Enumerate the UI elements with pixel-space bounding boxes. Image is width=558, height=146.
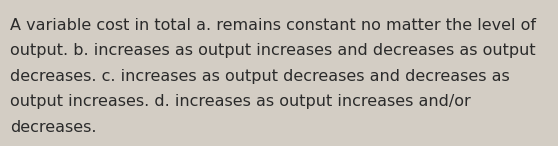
Text: output increases. d. increases as output increases and/or: output increases. d. increases as output…: [10, 94, 471, 109]
Text: decreases. c. increases as output decreases and decreases as: decreases. c. increases as output decrea…: [10, 69, 510, 84]
Text: A variable cost in total a. remains constant no matter the level of: A variable cost in total a. remains cons…: [10, 18, 536, 33]
Text: decreases.: decreases.: [10, 120, 97, 135]
Text: output. b. increases as output increases and decreases as output: output. b. increases as output increases…: [10, 43, 536, 58]
